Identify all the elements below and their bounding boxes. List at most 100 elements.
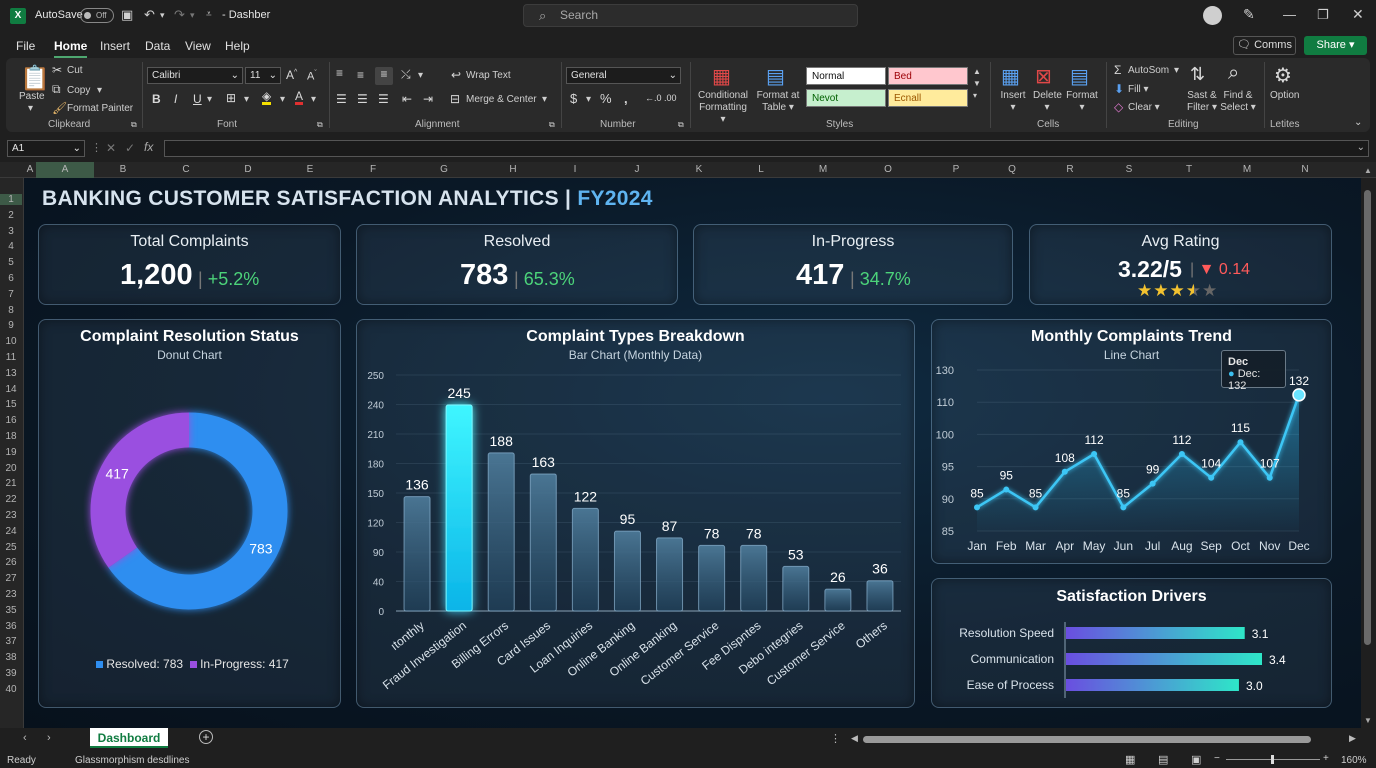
style-normal[interactable]: Normal [806,67,886,85]
line-point[interactable] [1061,468,1068,475]
column-header[interactable]: P [952,164,960,175]
driver-bar[interactable] [1066,627,1245,639]
borders-icon[interactable]: ⊞ [226,91,237,105]
row-header[interactable]: 2 [8,209,14,221]
column-header[interactable]: C [182,164,190,175]
line-point[interactable] [1266,474,1273,481]
decrease-font-icon[interactable]: Aˇ [307,70,317,83]
row-header[interactable]: 21 [5,478,17,490]
row-header[interactable]: 8 [8,304,14,316]
copy-dropdown-icon[interactable]: ▾ [97,85,103,96]
row-header[interactable]: 3 [8,225,14,237]
bar[interactable] [445,404,473,612]
row-header[interactable]: 9 [8,320,14,332]
orientation-dropdown-icon[interactable]: ▾ [418,70,424,81]
clear-button[interactable]: Clear ▾ [1128,102,1160,113]
column-header[interactable]: M [1242,164,1252,175]
font-color-icon[interactable]: A [295,89,304,105]
increase-font-icon[interactable]: A^ [286,68,298,82]
italic-icon[interactable]: I [174,92,178,106]
comma-style-icon[interactable]: , [624,91,628,106]
row-header[interactable]: 26 [5,557,17,569]
hscroll-left-icon[interactable]: ◀ [851,733,858,743]
number-format-select[interactable]: General ⌄ [566,67,681,84]
row-header[interactable]: 14 [5,383,17,395]
borders-dropdown-icon[interactable]: ▾ [244,94,250,105]
bar[interactable] [656,537,684,612]
style-neutral[interactable]: Nevot [806,89,886,107]
row-header[interactable]: 37 [5,636,17,648]
scroll-up-icon[interactable]: ▲ [1364,166,1372,175]
row-header[interactable]: 36 [5,620,17,632]
row-header[interactable]: 4 [8,241,14,253]
line-point[interactable] [1178,451,1185,458]
restore-icon[interactable]: ❐ [1317,7,1329,22]
driver-bar[interactable] [1066,653,1262,665]
column-header[interactable]: O [884,164,892,175]
menu-help[interactable]: Help [225,39,250,53]
delete-cells-button[interactable]: Delete ▾ [1033,90,1062,113]
menu-home[interactable]: Home [54,39,88,58]
font-name-select[interactable]: Calibri ⌄ [147,67,243,84]
column-header[interactable]: M [818,164,828,175]
copy-button[interactable]: Copy [67,85,91,96]
customize-toolbar-icon[interactable]: ⩡ [206,9,212,20]
bold-icon[interactable]: B [152,92,161,106]
comments-button[interactable]: 🗨 Comms [1233,36,1296,55]
font-size-select[interactable]: 11 ⌄ [245,67,281,84]
autosum-button[interactable]: AutoSom [1128,65,1170,76]
column-header[interactable]: B [119,164,127,175]
align-center-icon[interactable]: ☰ [357,92,368,106]
bar[interactable] [824,588,852,612]
donut-slice[interactable] [108,412,288,610]
line-point[interactable] [1003,486,1010,493]
fill-button[interactable]: Fill ▾ [1128,84,1149,95]
kpi-card-total[interactable] [38,224,341,305]
redo-icon[interactable]: ↷ [174,7,185,22]
find-select-button[interactable]: Find & Select ▾ [1220,90,1256,113]
minimize-icon[interactable]: — [1283,7,1296,22]
fill-color-dropdown-icon[interactable]: ▾ [280,94,286,105]
row-header[interactable]: 16 [5,415,17,427]
close-icon[interactable]: ✕ [1352,6,1364,22]
merge-dropdown-icon[interactable]: ▾ [542,94,548,105]
bar[interactable] [740,544,768,612]
kpi-card-inprogress[interactable] [693,224,1013,305]
sheet-tab-dashboard[interactable]: Dashboard [90,728,168,748]
font-launcher-icon[interactable]: ⧉ [317,120,323,129]
bar[interactable] [529,473,557,612]
row-header[interactable]: 15 [5,399,17,411]
underline-icon[interactable]: U [193,92,202,106]
pen-icon[interactable]: ✎ [1243,6,1255,22]
align-right-icon[interactable]: ☰ [378,92,389,106]
column-header[interactable]: R [1066,164,1074,175]
page-break-icon[interactable]: ▣ [1191,754,1202,766]
line-point[interactable] [1237,439,1244,446]
increase-indent-icon[interactable]: ⇥ [423,92,434,106]
line-point[interactable] [1120,504,1127,511]
paste-icon[interactable]: 📋 [20,65,50,92]
sheet-options-icon[interactable]: ⋮ [830,733,841,745]
row-header[interactable]: 1 [0,194,22,205]
row-header[interactable]: 39 [5,668,17,679]
alignment-launcher-icon[interactable]: ⧉ [549,120,555,129]
hscroll-right-icon[interactable]: ▶ [1349,733,1356,743]
line-point[interactable] [1208,474,1215,481]
column-header[interactable]: J [634,164,640,175]
next-sheet-icon[interactable]: › [47,732,51,744]
row-header[interactable]: 23 [5,589,17,600]
line-point[interactable] [1091,451,1098,458]
confirm-entry-icon[interactable]: ✓ [125,141,136,155]
bar[interactable] [698,544,726,612]
row-header[interactable]: 5 [8,257,14,269]
column-header[interactable]: Q [1008,164,1016,175]
page-layout-icon[interactable]: ▤ [1158,754,1169,766]
conditional-formatting-button[interactable]: Conditional Formatting ▾ [697,90,749,125]
column-header[interactable]: T [1185,164,1193,175]
autosum-dropdown-icon[interactable]: ▾ [1174,65,1180,76]
menu-data[interactable]: Data [145,39,171,53]
bar[interactable] [782,565,810,612]
bar[interactable] [487,452,515,612]
donut-slice[interactable] [90,412,190,568]
row-header[interactable]: 40 [5,683,17,695]
